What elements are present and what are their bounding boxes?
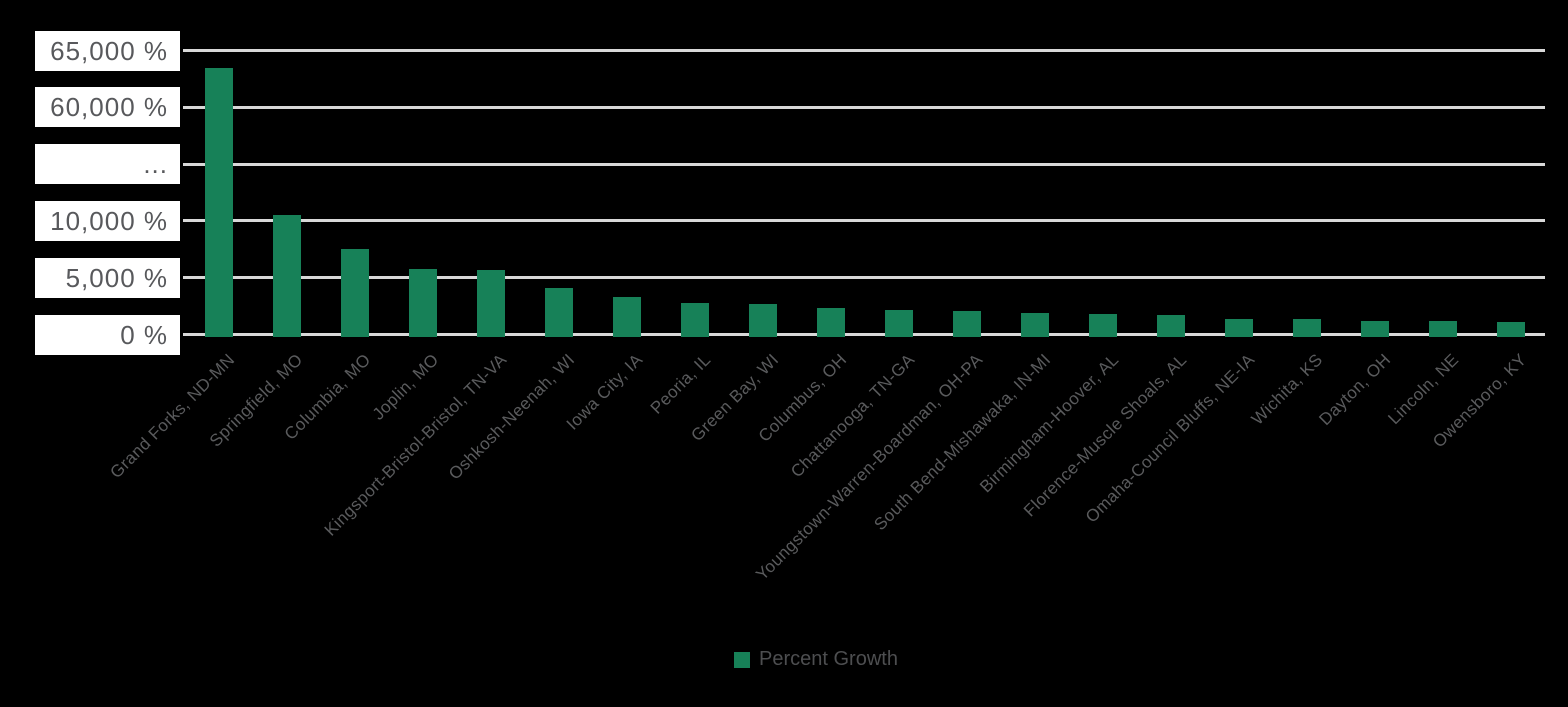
x-axis-label: Dayton, OH xyxy=(1315,350,1395,430)
x-axis-label: Peoria, IL xyxy=(646,350,715,418)
bar[interactable] xyxy=(749,303,777,337)
y-axis-tick-label: 5,000 % xyxy=(35,257,180,298)
bar[interactable] xyxy=(1293,319,1321,337)
x-axis-label: Wichita, KS xyxy=(1247,350,1327,429)
y-axis-break-label: ... xyxy=(35,144,180,185)
gridline xyxy=(183,49,1545,52)
bar[interactable] xyxy=(341,249,369,337)
x-axis-label: Oshkosh-Neenah, WI xyxy=(444,350,579,484)
bar[interactable] xyxy=(1021,312,1049,337)
bar[interactable] xyxy=(1429,321,1457,337)
bar[interactable] xyxy=(681,302,709,337)
bar[interactable] xyxy=(409,268,437,337)
gridline xyxy=(183,162,1545,166)
gridline xyxy=(183,333,1545,336)
bar[interactable] xyxy=(953,310,981,337)
bar[interactable] xyxy=(1497,322,1525,337)
bar[interactable] xyxy=(1225,318,1253,337)
x-axis-label: Grand Forks, ND-MN xyxy=(106,350,239,483)
x-axis-label: Birmingham-Hoover, AL xyxy=(976,350,1123,497)
bar[interactable] xyxy=(477,270,505,337)
legend-label: Percent Growth xyxy=(759,648,898,670)
y-axis-tick-label: 60,000 % xyxy=(35,87,180,128)
gridline xyxy=(183,105,1545,109)
y-axis-tick-label: 0 % xyxy=(35,314,180,355)
legend-item-percent-growth[interactable]: Percent Growth xyxy=(32,648,1568,671)
gridline xyxy=(183,276,1545,280)
bar[interactable] xyxy=(205,67,233,337)
x-axis-label: Chattanooga, TN-GA xyxy=(787,350,919,482)
gridline xyxy=(183,219,1545,223)
legend-swatch xyxy=(734,651,751,668)
y-axis-tick-label: 10,000 % xyxy=(35,200,180,241)
y-axis-tick-label: 65,000 % xyxy=(35,30,180,71)
bar[interactable] xyxy=(545,287,573,337)
bar[interactable] xyxy=(1089,314,1117,337)
bar[interactable] xyxy=(817,307,845,337)
bar[interactable] xyxy=(885,309,913,337)
bar[interactable] xyxy=(1157,314,1185,337)
bar[interactable] xyxy=(1361,320,1389,337)
bar[interactable] xyxy=(613,297,641,337)
bar[interactable] xyxy=(273,215,301,337)
